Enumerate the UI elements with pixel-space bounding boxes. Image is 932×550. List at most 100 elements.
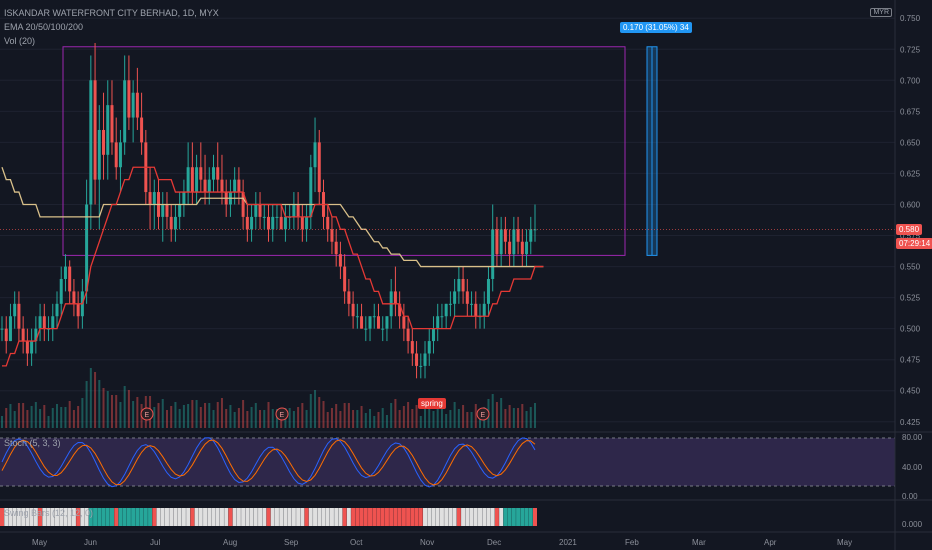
volume-bar <box>474 404 477 428</box>
price-tick: 0.625 <box>900 169 921 178</box>
swing-bar <box>215 508 220 526</box>
volume-bar <box>479 415 482 428</box>
swing-bar <box>105 508 110 526</box>
swing-bar <box>71 508 76 526</box>
swing-bar <box>406 508 411 526</box>
candle-body <box>93 80 97 180</box>
swing-bar <box>219 508 224 526</box>
volume-bar <box>419 416 422 428</box>
volume-bar <box>385 415 388 428</box>
swing-bar <box>101 508 106 526</box>
swing-bar <box>393 508 398 526</box>
volume-bar <box>110 395 113 428</box>
swing-bar <box>46 508 51 526</box>
candle-body <box>0 328 4 330</box>
price-tick: 0.550 <box>900 263 921 272</box>
volume-bar <box>470 412 473 428</box>
swing-bar <box>177 508 182 526</box>
swing-bar <box>325 508 330 526</box>
swing-bar <box>63 508 68 526</box>
swing-bar <box>384 508 389 526</box>
swing-bar <box>465 508 470 526</box>
candle-body <box>237 179 241 193</box>
swing-bar <box>262 508 267 526</box>
time-tick: Dec <box>487 538 501 547</box>
stoch-legend[interactable]: Stoch (5, 3, 3) <box>4 438 61 448</box>
candle-body <box>199 167 203 180</box>
price-tick: 0.675 <box>900 107 921 116</box>
candle-body <box>296 204 300 217</box>
swing-bar <box>283 508 288 526</box>
swing-bar <box>473 508 478 526</box>
volume-bar <box>250 407 253 428</box>
candle-body <box>250 216 254 230</box>
volume-bar <box>77 406 80 428</box>
volume-legend[interactable]: Vol (20) <box>4 36 36 46</box>
candle-body <box>30 341 34 354</box>
ema-legend[interactable]: EMA 20/50/100/200 <box>4 22 84 32</box>
volume-bar <box>263 410 266 428</box>
volume-bar <box>314 390 317 428</box>
swing-bar <box>126 508 131 526</box>
volume-bar <box>233 412 236 428</box>
volume-bar <box>123 386 126 428</box>
stoch-tick: 80.00 <box>902 433 923 442</box>
price-tick: 0.700 <box>900 76 921 85</box>
volume-bar <box>94 372 97 428</box>
swing-bar <box>291 508 296 526</box>
volume-bar <box>43 405 46 428</box>
volume-bar <box>115 395 118 428</box>
swing-bar <box>435 508 440 526</box>
swing-legend[interactable]: Swing Bars (12, 12, 0) <box>4 508 94 518</box>
swing-bar <box>372 508 377 526</box>
swing-bar <box>313 508 318 526</box>
volume-bar <box>153 407 156 428</box>
candle-body <box>457 278 461 292</box>
countdown-label: 07:29:14 <box>896 238 932 249</box>
volume-bar <box>161 399 164 428</box>
candle-body <box>491 229 495 279</box>
volume-bar <box>60 407 63 428</box>
candle-body <box>292 204 296 217</box>
swing-bar <box>346 508 351 526</box>
candle-body <box>376 316 380 329</box>
volume-bar <box>411 409 414 428</box>
time-tick: Mar <box>692 538 706 547</box>
swing-bar <box>296 508 301 526</box>
candle-body <box>486 278 490 304</box>
volume-bar <box>127 390 130 428</box>
swing-bar <box>401 508 406 526</box>
volume-bar <box>369 409 372 428</box>
volume-bar <box>436 407 439 428</box>
volume-bar <box>17 403 20 428</box>
swing-bar <box>287 508 292 526</box>
swing-bar <box>410 508 415 526</box>
volume-bar <box>407 402 410 428</box>
swing-bar <box>181 508 186 526</box>
candle-body <box>385 316 389 329</box>
candle-body <box>415 353 419 366</box>
candle-body <box>169 216 173 230</box>
candle-body <box>431 328 435 342</box>
candle-body <box>355 316 359 318</box>
candle-body <box>482 303 486 317</box>
swing-bar <box>321 508 326 526</box>
swing-bar <box>122 508 127 526</box>
candle-body <box>212 167 216 180</box>
volume-bar <box>301 403 304 428</box>
swing-bar <box>520 508 525 526</box>
volume-bar <box>26 410 29 428</box>
swing-bar <box>507 508 512 526</box>
stoch-d-line <box>1 439 536 486</box>
candle-body <box>55 303 59 317</box>
swing-bar <box>423 508 428 526</box>
volume-bar <box>212 410 215 428</box>
volume-bar <box>453 402 456 428</box>
volume-bar <box>390 403 393 428</box>
candle-body <box>190 167 194 193</box>
volume-bar <box>512 408 515 428</box>
candle-body <box>4 328 8 342</box>
price-tick: 0.475 <box>900 356 921 365</box>
candle-body <box>448 303 452 305</box>
